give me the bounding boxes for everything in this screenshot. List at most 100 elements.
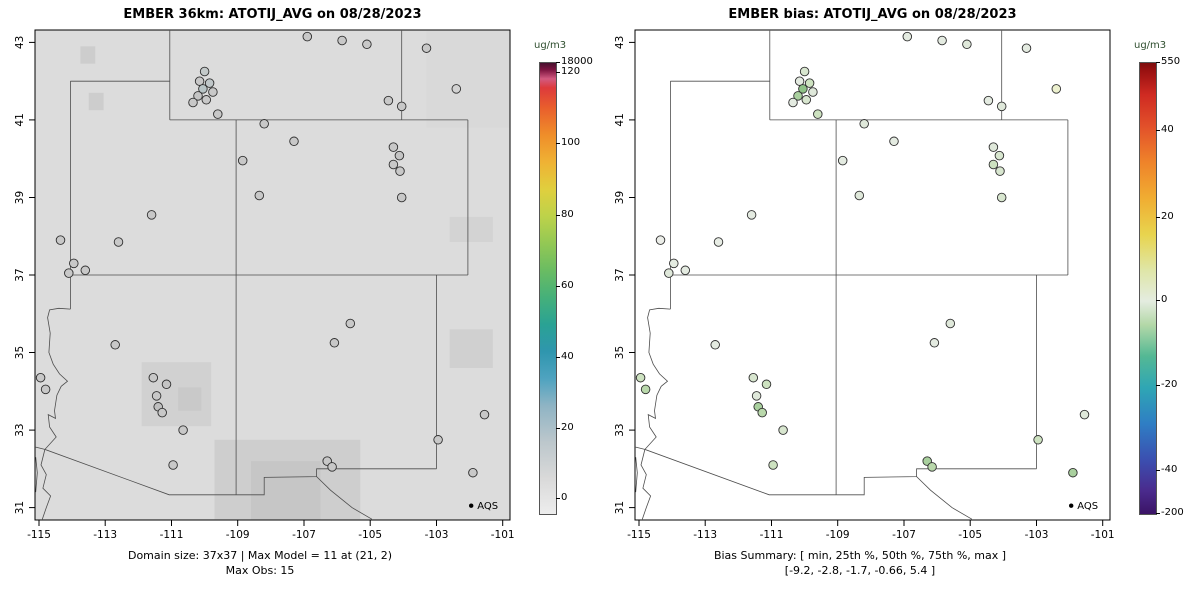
colorbar-tick-label: 18000 xyxy=(561,56,593,67)
aqs-marker xyxy=(929,338,940,348)
aqs-marker xyxy=(396,192,407,203)
aqs-marker xyxy=(35,372,46,383)
aqs-marker xyxy=(746,210,757,220)
aqs-marker xyxy=(804,78,815,88)
aqs-marker xyxy=(837,155,848,166)
aqs-marker xyxy=(396,101,407,112)
raster-cell xyxy=(88,92,104,111)
caption-max-obs: Max Obs: 15 xyxy=(225,564,295,577)
aqs-legend-label: AQS xyxy=(1077,501,1098,512)
colorbar-tick-label: 60 xyxy=(561,280,574,292)
model-caption: Domain size: 37x37 | Max Model = 11 at (… xyxy=(10,548,510,578)
aqs-marker xyxy=(710,340,720,350)
aqs-marker xyxy=(193,91,203,101)
y-tick-label: 35 xyxy=(614,346,626,359)
aqs-marker xyxy=(395,166,405,176)
aqs-marker xyxy=(983,95,994,106)
x-tick-label: -113 xyxy=(693,529,717,541)
state-border xyxy=(35,446,52,520)
aqs-marker xyxy=(664,268,674,278)
aqs-marker xyxy=(799,66,810,77)
aqs-legend-label: AQS xyxy=(477,501,498,512)
state-border xyxy=(635,446,652,520)
aqs-marker xyxy=(146,210,157,220)
x-tick-label: -101 xyxy=(1091,529,1115,541)
aqs-marker xyxy=(113,237,124,247)
aqs-marker xyxy=(337,35,347,46)
aqs-marker xyxy=(40,384,51,395)
aqs-marker xyxy=(237,155,248,166)
x-tick-label: -101 xyxy=(491,529,515,541)
state-border xyxy=(644,307,837,496)
aqs-marker xyxy=(859,119,869,129)
state-border xyxy=(635,457,638,493)
aqs-marker xyxy=(64,268,74,278)
panel-title-model: EMBER 36km: ATOTIJ_AVG on 08/28/2023 xyxy=(123,7,422,22)
aqs-marker xyxy=(433,435,443,445)
aqs-marker xyxy=(713,237,724,247)
aqs-marker xyxy=(808,87,818,97)
colorbar-unit-label: ug/m3 xyxy=(1134,40,1167,51)
panel-title-bias: EMBER bias: ATOTIJ_AVG on 08/28/2023 xyxy=(728,7,1017,22)
panel-bias-map: EMBER bias: ATOTIJ_AVG on 08/28/2023 -11… xyxy=(600,0,1200,600)
colorbar-tick-label: 100 xyxy=(561,137,581,149)
y-tick-label: 37 xyxy=(14,268,26,281)
state-border xyxy=(35,457,38,493)
aqs-marker xyxy=(1033,435,1043,445)
aqs-marker xyxy=(198,84,208,94)
aqs-marker xyxy=(995,166,1005,176)
map-svg: -115 -113 -111 -109 -107 -105 -103 -101 31 33 35 37… xyxy=(614,29,1115,541)
y-tick-label: 37 xyxy=(614,268,626,281)
x-tick-label: -107 xyxy=(292,529,316,541)
aqs-marker xyxy=(55,235,66,245)
y-tick-label: 41 xyxy=(614,113,626,126)
y-tick-label: 35 xyxy=(14,346,26,359)
state-border xyxy=(316,476,373,520)
colorbar-tick-label: 120 xyxy=(561,65,581,77)
x-tick-label: -111 xyxy=(160,529,184,541)
raster-cell xyxy=(80,46,96,64)
x-tick-label: -115 xyxy=(27,529,51,541)
aqs-marker xyxy=(254,190,265,201)
aqs-marker xyxy=(1079,409,1090,420)
y-tick-label: 39 xyxy=(14,191,26,204)
aqs-marker xyxy=(178,425,188,435)
y-tick-label: 43 xyxy=(614,36,626,49)
aqs-marker xyxy=(680,265,691,276)
y-tick-label: 33 xyxy=(14,423,26,436)
y-tick-label: 39 xyxy=(614,191,626,204)
aqs-marker xyxy=(669,258,679,269)
aqs-marker xyxy=(199,66,210,77)
aqs-marker xyxy=(388,142,399,152)
bias-map-plot: -115 -113 -111 -109 -107 -105 -103 -101 31 33 35 37… xyxy=(600,26,1115,560)
y-tick-label: 31 xyxy=(14,501,26,514)
aqs-marker xyxy=(148,372,159,383)
model-map-plot: -115 -113 -111 -109 -107 -105 -103 -101 31 33 35 37… xyxy=(0,26,515,560)
bias-colorbar xyxy=(1139,62,1157,515)
caption-bias-summary-header: Bias Summary: [ min, 25th %, 50th %, 75t… xyxy=(713,549,1007,562)
colorbar-tick-label: 40 xyxy=(1161,124,1174,136)
x-tick-label: -113 xyxy=(93,529,117,541)
x-tick-label: -105 xyxy=(358,529,382,541)
aqs-marker xyxy=(748,372,759,383)
caption-domain-size: Domain size: 37x37 | Max Model = 11 at (… xyxy=(127,549,392,562)
aqs-marker xyxy=(157,407,167,418)
colorbar-tick-label: 0 xyxy=(561,492,568,504)
aqs-marker xyxy=(204,78,215,88)
aqs-legend-dot xyxy=(469,503,474,508)
x-tick-label: -115 xyxy=(627,529,651,541)
colorbar-tick-label: 20 xyxy=(1161,211,1174,223)
raster-cell xyxy=(449,329,493,368)
aqs-marker xyxy=(1021,43,1032,53)
x-tick-label: -109 xyxy=(226,529,250,541)
aqs-marker xyxy=(813,109,823,119)
aqs-marker xyxy=(479,409,490,420)
aqs-marker xyxy=(788,97,798,108)
aqs-marker xyxy=(468,467,478,478)
colorbar-tick-label: 0 xyxy=(1161,294,1168,306)
aqs-marker xyxy=(80,265,91,276)
y-tick-label: 33 xyxy=(614,423,626,436)
aqs-marker xyxy=(161,379,172,390)
caption-bias-summary-values: [-9.2, -2.8, -1.7, -0.66, 5.4 ] xyxy=(784,564,936,577)
